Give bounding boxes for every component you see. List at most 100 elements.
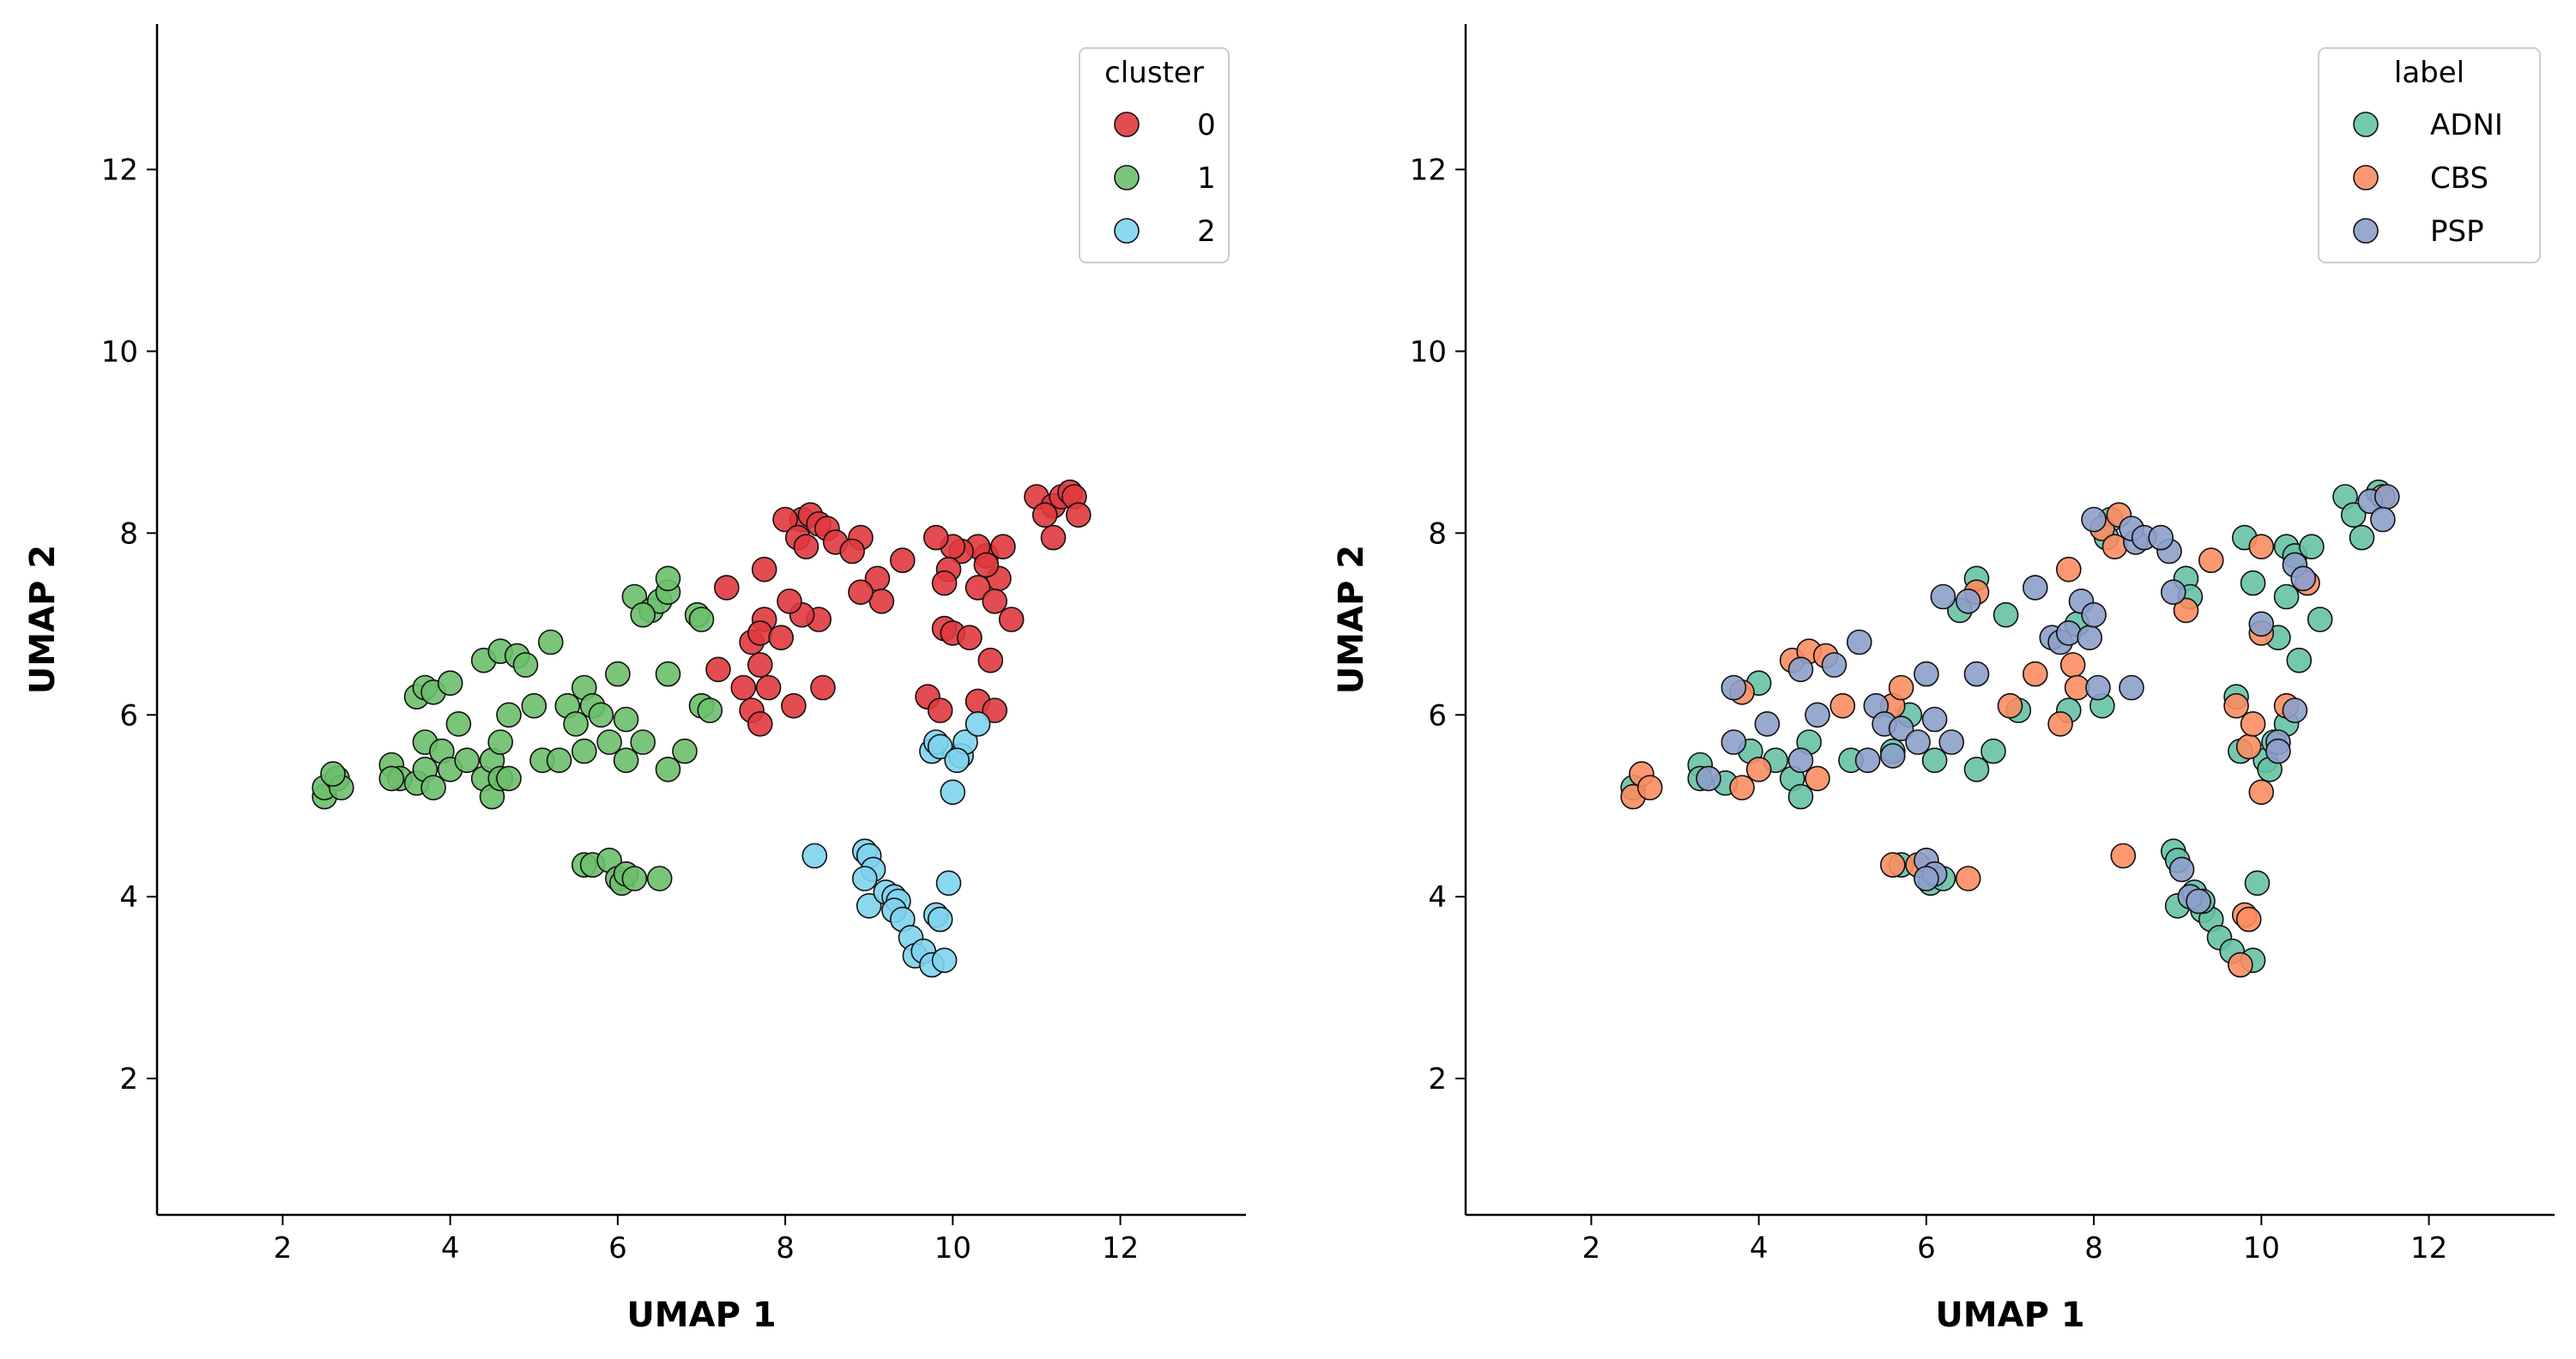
x-tick-label: 6 bbox=[608, 1231, 627, 1265]
x-tick-label: 6 bbox=[1917, 1231, 1936, 1265]
point bbox=[747, 710, 773, 737]
point bbox=[1921, 706, 1948, 733]
point bbox=[655, 565, 681, 592]
point bbox=[730, 674, 757, 701]
legend-box bbox=[1079, 47, 1230, 263]
point bbox=[1066, 502, 1091, 528]
point bbox=[935, 870, 962, 897]
legend-entry-label: ADNI bbox=[2430, 108, 2503, 142]
point bbox=[1888, 716, 1914, 741]
y-tick-label: 4 bbox=[1428, 880, 1447, 915]
point bbox=[2265, 738, 2291, 764]
point bbox=[927, 906, 953, 933]
point bbox=[793, 534, 819, 560]
point bbox=[487, 729, 514, 755]
point bbox=[2248, 534, 2275, 560]
point bbox=[2370, 506, 2396, 533]
point bbox=[1040, 524, 1067, 551]
point bbox=[931, 947, 958, 974]
point bbox=[621, 866, 648, 891]
series-ADNI bbox=[1620, 479, 2392, 974]
point bbox=[1955, 588, 1981, 614]
point bbox=[1930, 583, 1956, 610]
legend-entry-label: 1 bbox=[1197, 161, 1216, 196]
point bbox=[454, 747, 481, 774]
x-tick-label: 2 bbox=[274, 1231, 293, 1265]
point bbox=[646, 866, 673, 891]
point bbox=[2248, 611, 2275, 637]
point bbox=[2248, 779, 2275, 806]
point bbox=[1821, 652, 1847, 678]
point bbox=[1745, 756, 1772, 782]
point bbox=[1829, 692, 1856, 719]
point bbox=[688, 607, 715, 632]
point bbox=[605, 661, 631, 687]
legend-marker bbox=[1114, 218, 1140, 244]
point bbox=[868, 588, 895, 614]
point bbox=[655, 661, 681, 687]
point bbox=[982, 698, 1007, 723]
point bbox=[2081, 506, 2107, 533]
y-tick-label: 6 bbox=[1428, 698, 1447, 733]
point bbox=[596, 729, 622, 755]
scatter-points bbox=[311, 479, 1091, 978]
point bbox=[923, 524, 949, 551]
point bbox=[630, 729, 656, 755]
point bbox=[848, 579, 874, 606]
point bbox=[1905, 729, 1931, 755]
point bbox=[2023, 661, 2048, 687]
point bbox=[1787, 656, 1814, 683]
point bbox=[496, 702, 522, 728]
point bbox=[982, 588, 1007, 614]
point bbox=[1888, 674, 1914, 701]
x-axis-label: UMAP 1 bbox=[626, 1296, 776, 1335]
legend-marker bbox=[2353, 112, 2379, 137]
y-tick-label: 10 bbox=[101, 335, 138, 369]
point bbox=[2161, 579, 2186, 606]
y-axis-label: UMAP 2 bbox=[23, 545, 63, 694]
point bbox=[1637, 775, 1663, 800]
point bbox=[613, 706, 639, 733]
point bbox=[630, 601, 656, 628]
y-tick-label: 2 bbox=[119, 1062, 138, 1096]
point bbox=[563, 710, 589, 737]
point bbox=[2186, 888, 2211, 915]
point bbox=[655, 756, 681, 782]
point bbox=[957, 625, 983, 651]
legend-marker bbox=[1114, 112, 1140, 137]
right-scatter-panel: 2 4 6 8 10 12 2 4 6 8 10 12 UMAP 1 UMAP 2 label ADNI CBS… bbox=[1332, 24, 2555, 1335]
point bbox=[2307, 607, 2333, 632]
point bbox=[927, 698, 953, 723]
legend-marker bbox=[2353, 218, 2379, 244]
legend-marker bbox=[2353, 165, 2379, 190]
point bbox=[445, 710, 472, 737]
x-tick-label: 10 bbox=[2243, 1231, 2280, 1265]
x-tick-label: 10 bbox=[934, 1231, 971, 1265]
point bbox=[927, 734, 953, 760]
point bbox=[2235, 734, 2262, 760]
legend-title: cluster bbox=[1104, 56, 1204, 90]
point bbox=[801, 843, 828, 869]
x-tick-label: 4 bbox=[1750, 1231, 1769, 1265]
point bbox=[2101, 534, 2128, 560]
point bbox=[990, 534, 1016, 560]
legend-title: label bbox=[2394, 56, 2464, 90]
point bbox=[1720, 729, 1747, 755]
point bbox=[496, 765, 522, 792]
point bbox=[1880, 852, 1906, 878]
point bbox=[571, 738, 597, 764]
legend-entry-label: 2 bbox=[1197, 214, 1216, 249]
point bbox=[890, 547, 916, 573]
point bbox=[2119, 674, 2144, 701]
y-tick-label: 8 bbox=[119, 516, 138, 551]
legend-entry-label: CBS bbox=[2430, 161, 2488, 196]
point bbox=[2047, 710, 2073, 737]
point bbox=[2286, 647, 2313, 673]
point bbox=[420, 775, 446, 800]
point bbox=[810, 674, 836, 701]
point bbox=[2235, 906, 2262, 933]
y-tick-label: 12 bbox=[1410, 154, 1447, 188]
x-tick-label: 12 bbox=[2410, 1231, 2447, 1265]
point bbox=[546, 747, 572, 774]
